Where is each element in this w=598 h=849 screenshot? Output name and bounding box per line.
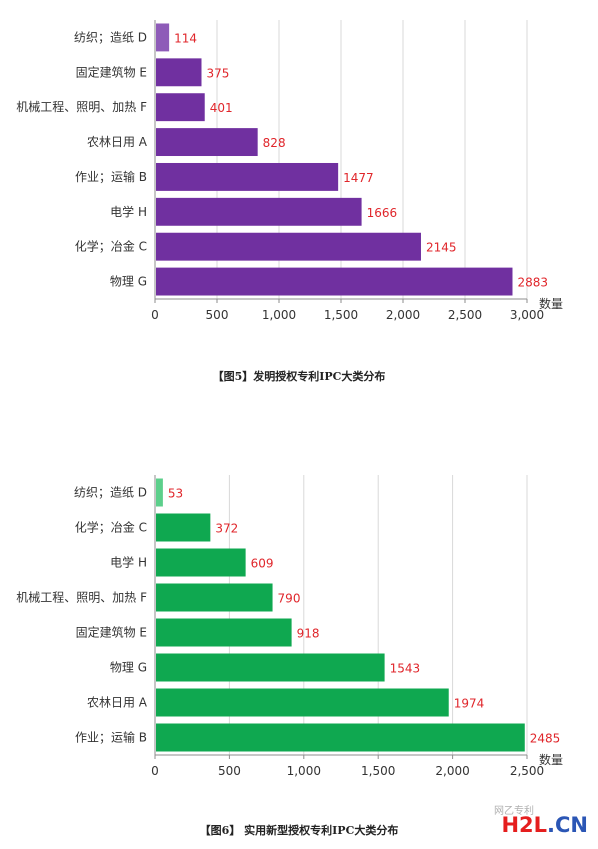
category-label: 机械工程、照明、加热 F [16,590,147,605]
value-label: 918 [297,627,320,641]
watermark-h2l: H2L [501,813,548,837]
x-tick-label: 500 [218,764,241,778]
bar [156,267,513,296]
bar [156,618,292,647]
category-label: 机械工程、照明、加热 F [16,99,147,114]
value-label: 1666 [367,206,398,220]
bar [156,197,362,226]
x-tick-label: 1,000 [287,764,321,778]
x-tick-label: 1,500 [361,764,395,778]
bar [156,232,421,261]
value-label: 1974 [454,697,485,711]
value-label: 2145 [426,241,457,255]
x-tick-label: 500 [206,308,229,322]
value-label: 1477 [343,171,374,185]
category-label: 纺织；造纸 D [74,30,147,44]
bar [156,513,211,542]
watermark-cn: .CN [547,813,588,837]
value-label: 401 [210,101,233,115]
bar [156,93,205,122]
x-tick-label: 0 [151,308,159,322]
category-label: 电学 H [110,204,147,219]
category-label: 农林日用 A [87,135,148,149]
value-label: 1543 [390,662,421,676]
x-tick-label: 1,500 [324,308,358,322]
x-tick-label: 2,000 [386,308,420,322]
category-label: 作业；运输 B [75,169,147,184]
x-tick-label: 2,500 [510,764,544,778]
category-label: 纺织；造纸 D [74,486,147,500]
bar [156,478,163,507]
value-label: 790 [278,592,301,606]
value-label: 2883 [517,276,548,290]
bar [156,162,339,191]
x-axis-title: 数量 [539,296,563,311]
bar [156,723,525,752]
value-label: 372 [215,522,238,536]
x-tick-label: 3,000 [510,308,544,322]
value-label: 114 [174,31,197,45]
bar [156,688,449,717]
bar [156,653,385,682]
bar [156,58,202,87]
category-label: 化学；冶金 C [75,239,147,254]
wechat-source-label: 网乙专利 [494,806,534,817]
category-label: 化学；冶金 C [75,520,147,535]
value-label: 828 [263,136,286,150]
bar [156,23,170,52]
x-tick-label: 2,500 [448,308,482,322]
value-label: 53 [168,487,183,501]
value-label: 375 [207,66,230,80]
watermark-logo: H2L.CN [501,813,588,837]
bar [156,128,258,157]
category-label: 物理 G [110,275,147,289]
category-label: 物理 G [110,661,147,675]
category-label: 电学 H [110,555,147,570]
x-tick-label: 0 [151,764,159,778]
x-axis-title: 数量 [539,752,563,767]
category-label: 固定建筑物 E [76,64,147,79]
bar [156,548,246,577]
chart-invention-patents: 0 500 1,000 1,500 2,000 2,500 3,000 纺织；造纸 D 114 固… [16,20,563,322]
bar [156,583,273,612]
chart-caption-1: 【图5】发明授权专利IPC大类分布 [212,370,386,383]
value-label: 609 [251,557,274,571]
category-label: 作业；运输 B [75,730,147,745]
x-tick-label: 1,000 [262,308,296,322]
chart-caption-2: 【图6】 实用新型授权专利IPC大类分布 [199,824,399,837]
category-label: 农林日用 A [87,696,148,710]
category-label: 固定建筑物 E [76,625,147,640]
x-tick-label: 2,000 [435,764,469,778]
value-label: 2485 [530,732,561,746]
